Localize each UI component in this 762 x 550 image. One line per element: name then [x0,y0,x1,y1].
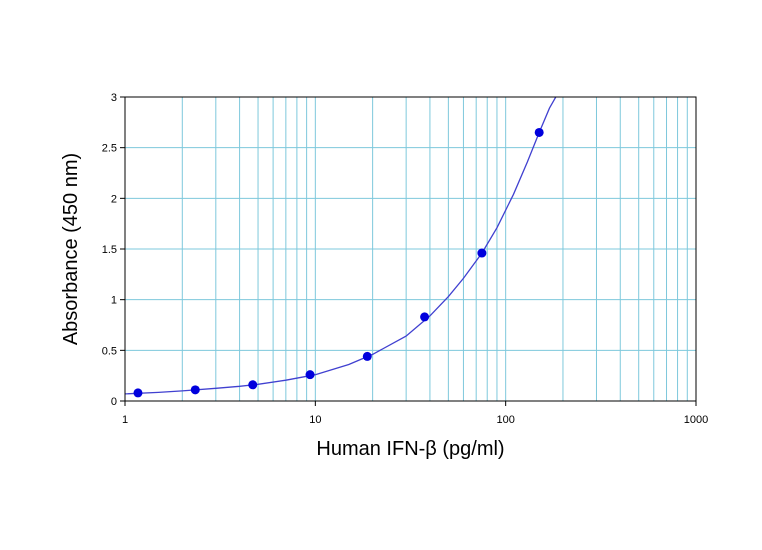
data-point [534,127,544,137]
axes [120,96,697,406]
y-tick-label: 1 [111,295,117,307]
data-point [305,370,315,380]
data-point [362,351,372,361]
x-tick-label: 1 [122,414,128,426]
y-tick-label: 3 [111,92,117,104]
data-point [133,388,143,398]
tick-labels: 1 10 100 1000 0 0.5 1 1.5 2 2.5 3 [102,92,709,426]
y-tick-label: 1.5 [102,244,117,256]
x-tick-label: 1000 [684,414,708,426]
y-tick-label: 0 [111,396,117,408]
y-tick-label: 2 [111,193,117,205]
x-axis-title: Human IFN-β (pg/ml) [316,438,504,460]
y-axis-title: Absorbance (450 nm) [60,153,82,345]
data-point [420,312,430,322]
y-tick-label: 2.5 [102,143,117,155]
data-points-layer [133,127,544,398]
y-tick-label: 0.5 [102,345,117,357]
fit-curve [125,97,557,395]
x-tick-label: 100 [496,414,514,426]
data-point [190,385,200,395]
grid [125,97,696,401]
data-point [248,380,258,390]
x-tick-label: 10 [309,414,321,426]
fit-curve-layer [125,97,557,395]
data-point [477,248,487,258]
